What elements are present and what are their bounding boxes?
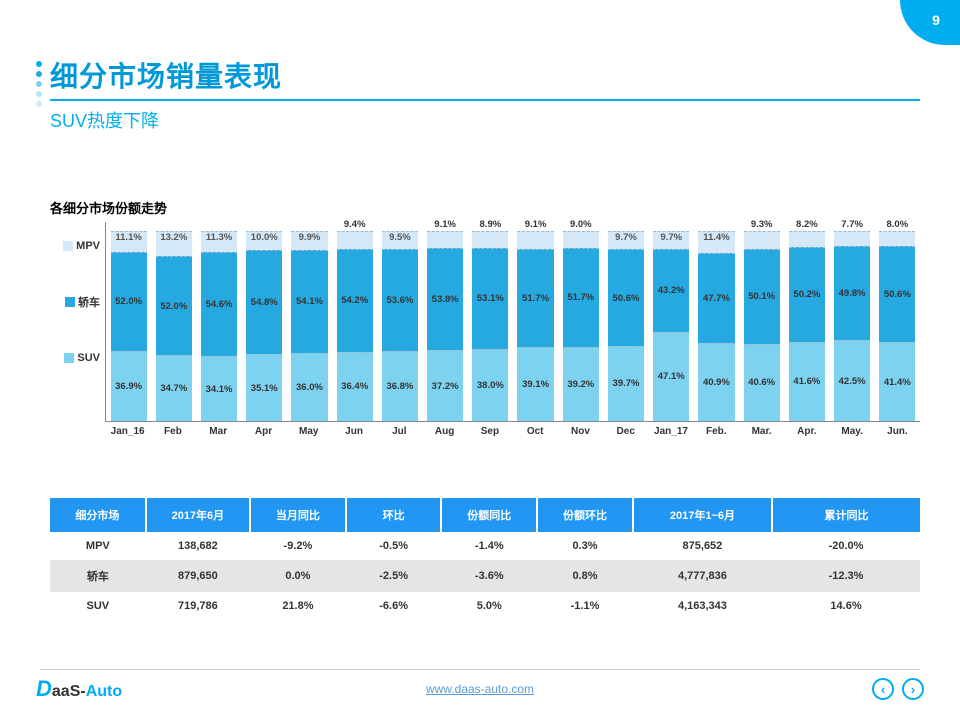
table-cell: 879,650 [146, 560, 250, 592]
x-axis-label: Jun [331, 426, 376, 437]
table-cell: 875,652 [633, 532, 772, 560]
x-axis-label: Aug [422, 426, 467, 437]
title-underline [50, 99, 920, 101]
chart-legend: MPV 轿车 SUV [50, 240, 100, 364]
chart-x-labels: Jan_16FebMarAprMayJunJulAugSepOctNovDecJ… [105, 426, 920, 437]
stacked-bar-chart: MPV轿车SUV 36.9%52.0%11.1%34.7%52.0%13.2%3… [50, 222, 920, 452]
legend-item: MPV [50, 240, 100, 252]
table-header: 细分市场 [50, 498, 146, 532]
x-axis-label: May. [830, 426, 875, 437]
table-cell: -3.6% [441, 560, 537, 592]
table-cell: -6.6% [346, 592, 442, 620]
x-axis-label: Nov [558, 426, 603, 437]
footer-url[interactable]: www.daas-auto.com [426, 682, 534, 696]
bar-column: 36.4%54.2%9.4% [332, 231, 377, 421]
table-cell: 719,786 [146, 592, 250, 620]
x-axis-label: Jun. [875, 426, 920, 437]
bar-column: 47.1%43.2%9.7% [649, 231, 694, 421]
table-cell: 4,777,836 [633, 560, 772, 592]
page-subtitle: SUV热度下降 [50, 107, 920, 133]
table-cell: 0.8% [537, 560, 633, 592]
x-axis-label: Sep [467, 426, 512, 437]
nav-buttons: ‹ › [872, 678, 924, 700]
prev-button[interactable]: ‹ [872, 678, 894, 700]
table-cell: -20.0% [772, 532, 920, 560]
bar-column: 41.6%50.2%8.2% [784, 231, 829, 421]
logo: D aaS-Auto [36, 676, 122, 702]
table-cell: 5.0% [441, 592, 537, 620]
bar-column: 37.2%53.8%9.1% [423, 231, 468, 421]
x-axis-label: Mar [196, 426, 241, 437]
table-cell: 138,682 [146, 532, 250, 560]
x-axis-label: Apr. [784, 426, 829, 437]
table-header: 环比 [346, 498, 442, 532]
x-axis-label: Jul [377, 426, 422, 437]
bar-column: 36.8%53.6%9.5% [377, 231, 422, 421]
table-cell: SUV [50, 592, 146, 620]
table-header: 2017年6月 [146, 498, 250, 532]
bar-column: 41.4%50.6%8.0% [875, 231, 920, 421]
footer: D aaS-Auto www.daas-auto.com ‹ › [0, 676, 960, 702]
table-cell: 0.3% [537, 532, 633, 560]
legend-item: 轿车 [50, 294, 100, 310]
bar-column: 40.9%47.7%11.4% [694, 231, 739, 421]
bar-column: 34.7%52.0%13.2% [151, 231, 196, 421]
next-button[interactable]: › [902, 678, 924, 700]
x-axis-label: Dec [603, 426, 648, 437]
logo-text: aaS-Auto [52, 683, 122, 701]
table-cell: MPV [50, 532, 146, 560]
table-cell: -1.4% [441, 532, 537, 560]
bar-column: 40.6%50.1%9.3% [739, 231, 784, 421]
x-axis-label: Jan_16 [105, 426, 150, 437]
x-axis-label: Jan_17 [648, 426, 693, 437]
title-block: 细分市场销量表现 SUV热度下降 [50, 55, 920, 133]
x-axis-label: Apr [241, 426, 286, 437]
bar-column: 35.1%54.8%10.0% [242, 231, 287, 421]
bar-column: 39.2%51.7%9.0% [558, 231, 603, 421]
table-cell: -2.5% [346, 560, 442, 592]
footer-divider [40, 669, 920, 670]
table-cell: 14.6% [772, 592, 920, 620]
bar-column: 36.0%54.1%9.9% [287, 231, 332, 421]
table-row: 轿车879,6500.0%-2.5%-3.6%0.8%4,777,836-12.… [50, 560, 920, 592]
x-axis-label: Oct [513, 426, 558, 437]
bar-column: 38.0%53.1%8.9% [468, 231, 513, 421]
bar-column: 42.5%49.8%7.7% [830, 231, 875, 421]
x-axis-label: May [286, 426, 331, 437]
table-cell: 0.0% [250, 560, 346, 592]
title-dots [36, 61, 42, 107]
table-cell: -1.1% [537, 592, 633, 620]
bar-column: 36.9%52.0%11.1% [106, 231, 151, 421]
table-header: 份额环比 [537, 498, 633, 532]
data-table: 细分市场2017年6月当月同比环比份额同比份额环比2017年1~6月累计同比MP… [50, 498, 920, 620]
table-row: MPV138,682-9.2%-0.5%-1.4%0.3%875,652-20.… [50, 532, 920, 560]
table-header: 2017年1~6月 [633, 498, 772, 532]
bar-column: 39.1%51.7%9.1% [513, 231, 558, 421]
logo-letter: D [36, 676, 52, 702]
x-axis-label: Feb [150, 426, 195, 437]
table-cell: 21.8% [250, 592, 346, 620]
x-axis-label: Feb. [694, 426, 739, 437]
chart-plot: 36.9%52.0%11.1%34.7%52.0%13.2%34.1%54.6%… [105, 222, 920, 422]
table-cell: -0.5% [346, 532, 442, 560]
table-header: 当月同比 [250, 498, 346, 532]
table-cell: -9.2% [250, 532, 346, 560]
chart-title: 各细分市场份额走势 [50, 198, 167, 217]
table-header: 份额同比 [441, 498, 537, 532]
x-axis-label: Mar. [739, 426, 784, 437]
table-cell: -12.3% [772, 560, 920, 592]
table-row: SUV719,78621.8%-6.6%5.0%-1.1%4,163,34314… [50, 592, 920, 620]
page-title: 细分市场销量表现 [50, 55, 920, 95]
bar-column: 39.7%50.6%9.7% [603, 231, 648, 421]
page-number: 9 [900, 0, 960, 45]
table-header: 累计同比 [772, 498, 920, 532]
legend-item: SUV [50, 352, 100, 364]
table-cell: 4,163,343 [633, 592, 772, 620]
table-cell: 轿车 [50, 560, 146, 592]
bar-column: 34.1%54.6%11.3% [196, 231, 241, 421]
